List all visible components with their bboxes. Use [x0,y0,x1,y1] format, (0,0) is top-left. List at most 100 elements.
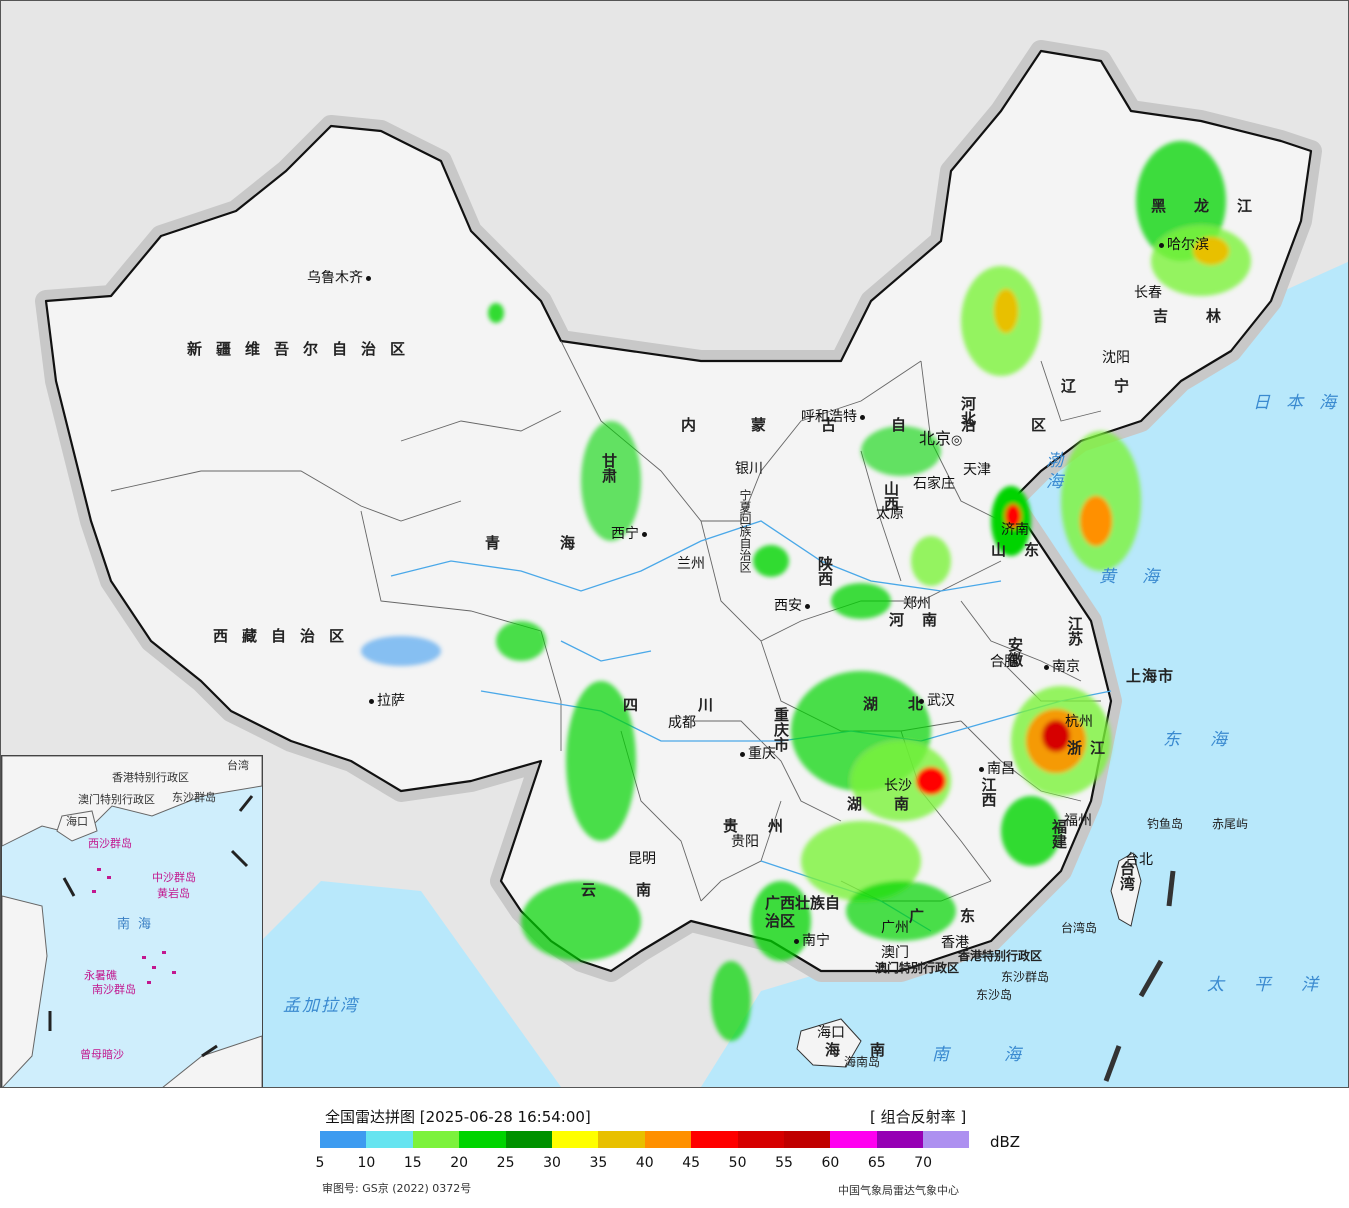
city-haikou: 海口 [817,1026,845,1040]
color-swatch [505,1131,552,1148]
province-label-heilongjiang: 黑龙江 [1151,197,1281,215]
color-swatch [551,1131,599,1148]
island-dongsha: 东沙群岛 [1001,970,1050,984]
city-nanning: 南宁 [791,934,830,948]
city-marker [979,766,984,772]
color-scale-bar [320,1131,970,1148]
inset-sea-label: 南海 [117,917,160,932]
province-label-fujian: 福建 [1050,819,1068,849]
city-xian: 西安 [774,599,813,613]
province-label-shaanxi: 陕西 [816,556,834,586]
color-scale-tick: 50 [728,1155,747,1171]
inset-label-zhongsha: 中沙群岛 [152,871,196,884]
island-hainan: 海南岛 [844,1055,881,1069]
city-jinan: 济南 [1001,523,1029,537]
city-marker [642,531,647,537]
province-label-hainan: 海南 [825,1041,916,1059]
city-marker [919,698,924,704]
province-label-hubei: 湖北 [863,695,954,713]
province-label-shanxi: 山西 [882,481,900,511]
city-urumqi: 乌鲁木齐 [307,271,374,285]
inset-label-nansha: 南沙群岛 [92,983,136,996]
city-guangzhou-label: 广州 [881,920,909,936]
color-scale-tick: 40 [635,1155,654,1171]
city-changsha: 长沙 [884,779,912,793]
color-swatch [366,1131,413,1148]
color-scale-tick: 60 [821,1155,840,1171]
city-marker [740,751,745,757]
city-hongkong: 香港 [941,936,969,950]
province-label-sichuan: 四川 [623,696,774,714]
inset-label-yongshu: 永暑礁 [84,969,117,982]
city-marker [366,275,371,281]
city-taibei: 台北 [1125,853,1153,867]
color-scale-tick: 25 [496,1155,515,1171]
city-hangzhou: 杭州 [1065,715,1093,729]
inset-label-taiwan: 台湾 [227,759,249,772]
sea-label-bengal: 孟加拉湾 [283,996,359,1016]
province-label-macau: 澳门特别行政区 [875,961,960,975]
color-scale-tick: 5 [315,1155,325,1171]
province-label-guangdong: 广东 [909,907,1012,925]
sea-area [701,261,1348,1087]
color-scale-tick: 55 [775,1155,793,1171]
city-tianjin: 天津 [963,463,991,477]
color-scale-tick: 30 [543,1155,561,1171]
city-macao: 澳门 [881,946,909,960]
sea-label-south: 南海 [932,1045,1076,1065]
color-scale-tick: 70 [914,1155,933,1171]
city-marker [1044,664,1049,670]
sea-label-yellow: 黄海 [1099,567,1185,587]
city-xining: 西宁 [611,527,650,541]
sea-label-pacific: 太平洋 [1207,975,1348,995]
city-changchun-label: 长春 [1134,285,1162,301]
city-fuzhou: 福州 [1064,814,1092,828]
city-urumqi-label: 乌鲁木齐 [307,270,363,286]
island-diaoyu: 钓鱼岛 [1147,817,1184,831]
hainan-land [796,1018,862,1068]
south-china-sea-inset: 台湾 香港特别行政区 澳门特别行政区 东沙群岛 海口 西沙群岛 中沙群岛 黄岩岛… [1,755,263,1087]
city-taiyuan: 太原 [876,507,904,521]
legend-product: [ 组合反射率 ] [870,1108,967,1126]
inset-label-macau: 澳门特别行政区 [78,793,155,806]
data-source: 中国气象局雷达气象中心 [838,1184,959,1197]
province-label-zhejiang: 浙江 [1067,739,1114,757]
sea-label-japan: 日本海 [1253,393,1349,413]
city-marker [794,938,799,944]
island-chiwei: 赤尾屿 [1212,817,1249,831]
province-label-yunnan: 云南 [581,881,692,899]
province-label-taiwan: 台湾 [1118,861,1136,891]
city-hefei-label: 合肥 [990,654,1018,670]
province-label-ningxia: 宁夏回族自治区 [738,489,752,573]
color-swatch [737,1131,784,1148]
city-zhengzhou: 郑州 [903,597,931,611]
city-lhasa: 拉萨 [366,694,405,708]
city-hongkong-label: 香港 [941,935,969,951]
radar-map: 新疆维吾尔自治区 西藏自治区 青海 甘肃 内蒙古自治区 黑龙江 吉林 辽宁 河北… [0,0,1349,1088]
sea-label-bohai: 渤海 [1042,451,1062,493]
color-scale-tick: 35 [589,1155,608,1171]
color-swatch [412,1131,460,1148]
city-lhasa-label: 拉萨 [377,693,405,709]
inset-label-huangyan: 黄岩岛 [157,887,190,900]
province-label-guangxi: 广西壮族自治区 [765,894,841,930]
color-scale-tick: 45 [682,1155,701,1171]
city-shijiazhuang: 石家庄 [913,477,955,491]
inset-label-dongsha: 东沙群岛 [172,791,216,804]
province-label-anhui: 安徽 [1006,637,1024,667]
city-chongqing: 重庆 [737,747,776,761]
province-label-jiangsu: 江苏 [1066,616,1084,646]
province-label-liaoning: 辽宁 [1061,377,1168,395]
city-nanjing: 南京 [1041,660,1080,674]
city-chengdu: 成都 [668,716,696,730]
taiwan-land [1110,852,1142,927]
color-swatch [783,1131,831,1148]
city-fuzhou-label: 福州 [1064,813,1092,829]
color-swatch [598,1131,645,1148]
city-chongqing-label: 重庆 [748,746,776,762]
province-label-xizang: 西藏自治区 [213,627,359,645]
province-label-jiangxi: 江西 [979,777,998,807]
province-boundaries [110,340,1102,902]
city-yinchuan-label: 银川 [735,461,763,477]
inset-label-xisha: 西沙群岛 [88,837,132,850]
